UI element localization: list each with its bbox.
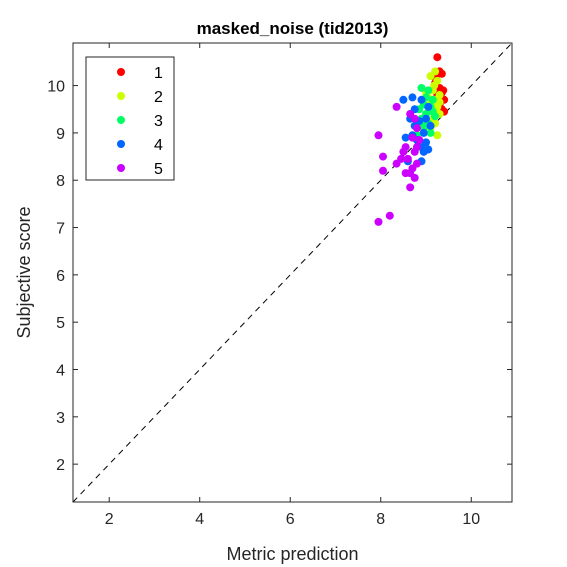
data-point: [424, 102, 433, 111]
data-point: [430, 81, 439, 90]
x-tick-label: 4: [195, 511, 204, 528]
y-tick-label: 9: [56, 126, 65, 143]
data-point: [401, 133, 410, 142]
data-point: [408, 133, 417, 142]
data-point: [374, 131, 383, 140]
data-point: [399, 147, 408, 156]
legend-marker: [117, 164, 125, 172]
y-tick-label: 8: [56, 173, 65, 190]
series-5: [374, 102, 424, 226]
data-point: [374, 217, 383, 226]
legend-marker: [117, 140, 125, 148]
legend-item-3: 3: [117, 113, 163, 130]
data-point: [399, 95, 408, 104]
legend-label: 4: [154, 137, 163, 154]
y-axis-label: Subjective score: [14, 206, 34, 338]
y-tick-label: 6: [56, 268, 65, 285]
data-point: [403, 154, 412, 163]
legend: 1 2 3 4 5: [85, 56, 175, 181]
data-point: [435, 98, 444, 107]
chart-title: masked_noise (tid2013): [197, 19, 389, 38]
legend-label: 5: [154, 161, 163, 178]
legend-box: [85, 56, 175, 181]
data-point: [410, 173, 419, 182]
data-point: [437, 69, 446, 78]
data-point: [417, 83, 426, 92]
data-point: [419, 147, 428, 156]
data-point: [417, 95, 426, 104]
y-tick-label: 4: [56, 363, 65, 380]
data-point: [424, 86, 433, 95]
data-point: [408, 164, 417, 173]
plot-frame: [72, 42, 513, 503]
data-point: [392, 102, 401, 111]
diagonal-layer: [72, 42, 513, 503]
data-point: [392, 159, 401, 168]
legend-label: 1: [154, 65, 163, 82]
y-tick-label: 7: [56, 221, 65, 238]
legend-label: 3: [154, 113, 163, 130]
legend-label: 2: [154, 89, 163, 106]
data-point: [410, 147, 419, 156]
data-point: [415, 136, 424, 145]
ticks-layer: 2 4 6 8 10 2 3 4 5 6 7 8 9 10: [47, 43, 512, 528]
legend-item-5: 5: [117, 161, 163, 178]
x-tick-label: 10: [462, 511, 480, 528]
y-tick-label: 10: [47, 79, 65, 96]
data-point: [426, 128, 435, 137]
points-layer: [374, 53, 449, 226]
legend-item-2: 2: [117, 89, 163, 106]
data-point: [385, 211, 394, 220]
x-tick-label: 8: [376, 511, 385, 528]
y-tick-label: 5: [56, 315, 65, 332]
data-point: [412, 124, 421, 133]
legend-marker: [117, 116, 125, 124]
data-point: [408, 93, 417, 102]
legend-marker: [117, 68, 125, 76]
legend-item-1: 1: [117, 65, 163, 82]
data-point: [431, 67, 440, 76]
data-point: [433, 131, 442, 140]
x-tick-label: 6: [286, 511, 295, 528]
y-tick-label: 3: [56, 410, 65, 427]
data-point: [406, 183, 415, 192]
x-tick-label: 2: [105, 511, 114, 528]
data-point: [419, 128, 428, 137]
data-point: [379, 152, 388, 161]
diagonal-reference-line: [72, 42, 513, 503]
data-point: [379, 166, 388, 175]
x-axis-label: Metric prediction: [226, 544, 358, 564]
data-point: [428, 95, 437, 104]
data-point: [426, 121, 435, 130]
legend-item-4: 4: [117, 137, 163, 154]
data-point: [433, 53, 442, 62]
y-tick-label: 2: [56, 457, 65, 474]
data-point: [422, 114, 431, 123]
data-point: [410, 114, 419, 123]
legend-marker: [117, 92, 125, 100]
